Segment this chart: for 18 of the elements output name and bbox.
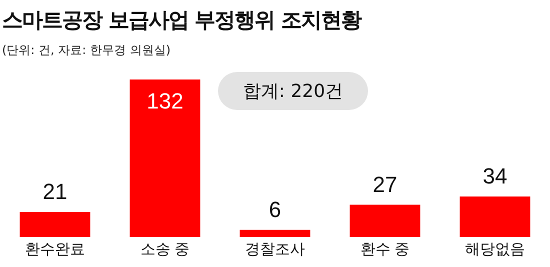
bar — [130, 80, 200, 237]
data-label: 21 — [42, 179, 68, 204]
bar — [20, 212, 90, 237]
bar — [350, 204, 420, 237]
data-label: 34 — [482, 164, 508, 189]
chart-subtitle: (단위: 건, 자료: 한무경 의원실) — [2, 42, 171, 59]
annotation: 합계: 220건 — [218, 72, 368, 110]
x-tick-label: 소송 중 — [140, 241, 190, 258]
x-tick-label: 해당없음 — [465, 241, 525, 258]
bar — [460, 196, 530, 237]
data-label: 6 — [268, 196, 282, 222]
x-tick-label: 경찰조사 — [245, 241, 305, 258]
bar — [240, 230, 310, 237]
x-tick-label: 환수완료 — [25, 241, 85, 258]
data-label: 27 — [372, 172, 398, 197]
data-label: 132 — [146, 88, 184, 114]
x-tick-label: 환수 중 — [360, 241, 410, 258]
chart-title: 스마트공장 보급사업 부정행위 조치현황 — [2, 7, 361, 34]
